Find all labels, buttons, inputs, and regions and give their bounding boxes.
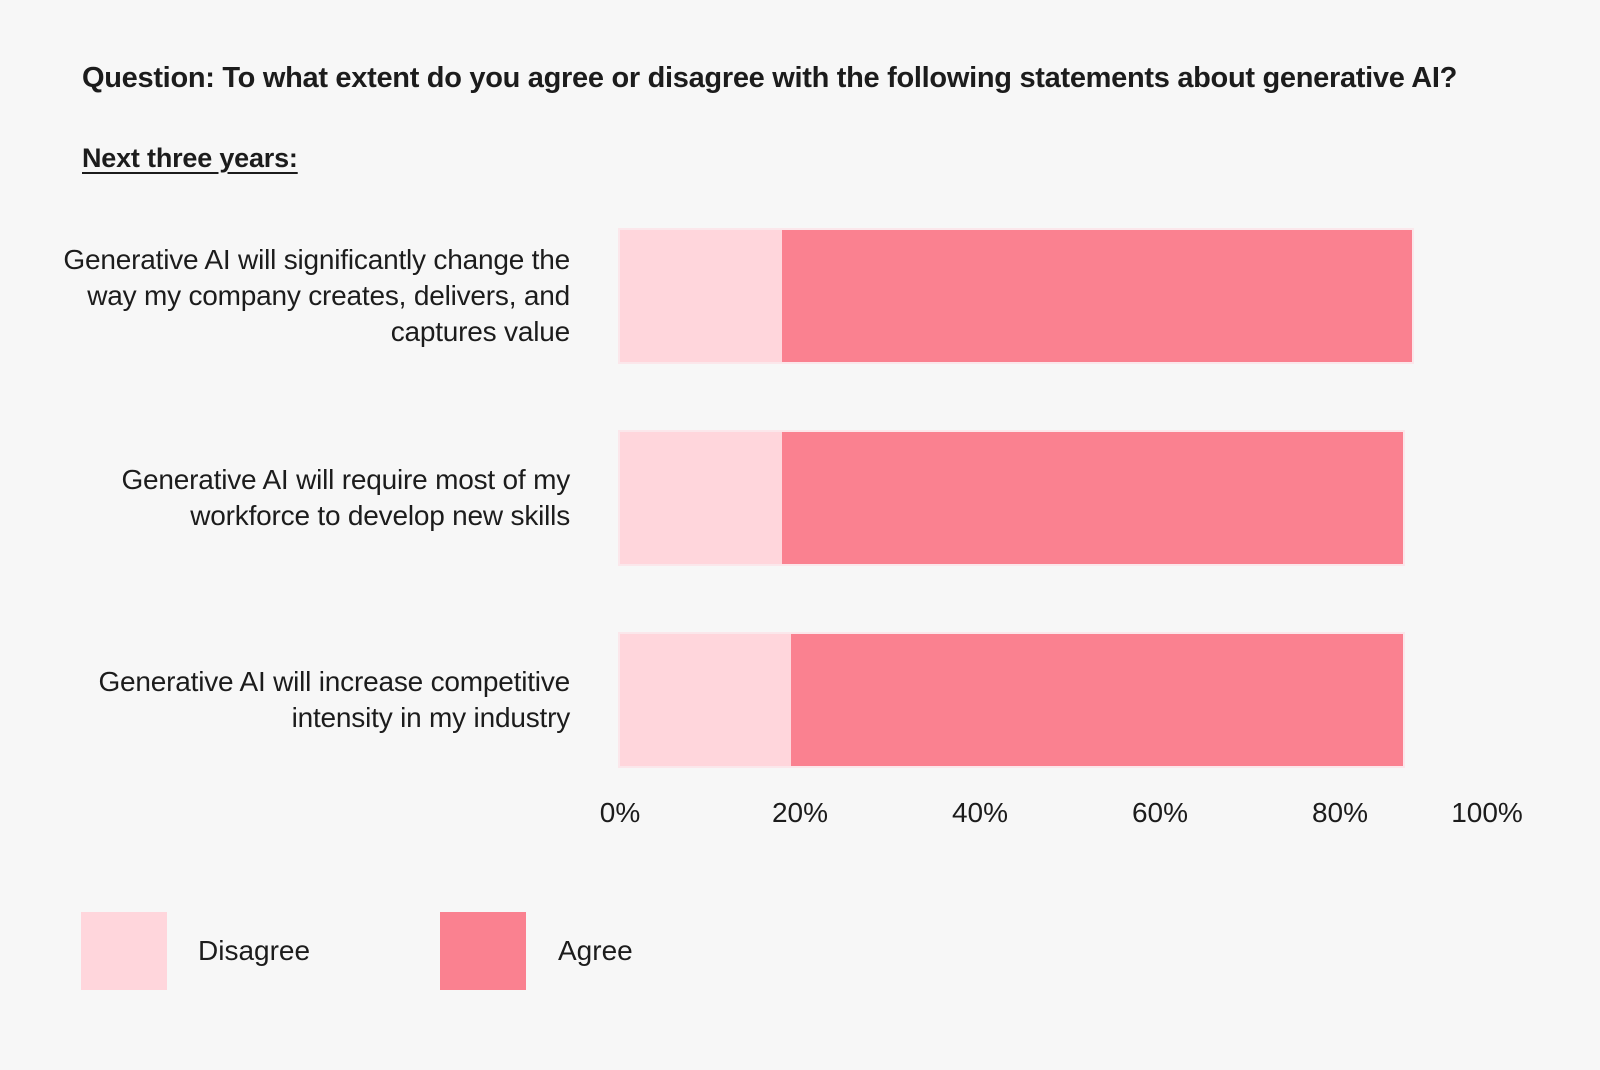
x-axis-tick-label: 100%: [1451, 797, 1523, 828]
stacked-bar: [618, 632, 1405, 768]
chart-question-title: Question: To what extent do you agree or…: [82, 62, 1458, 94]
x-axis-tick-label: 20%: [771, 797, 829, 828]
bar-segment-agree: [791, 634, 1403, 766]
chart-subtitle: Next three years:: [82, 143, 298, 173]
category-label: Generative AI will significantly change …: [63, 244, 570, 347]
legend-label-disagree: Disagree: [198, 935, 311, 966]
stacked-bar: [618, 430, 1405, 566]
category-label: Generative AI will require most of my wo…: [121, 464, 570, 531]
bar-segment-disagree: [620, 432, 782, 564]
bar-segment-agree: [782, 230, 1412, 362]
bar-row: Generative AI will require most of my wo…: [0, 430, 1600, 566]
legend: Disagree Agree: [0, 912, 1600, 992]
bar-segment-disagree: [620, 230, 782, 362]
x-axis-tick-label: 0%: [599, 797, 641, 828]
bar-segment-disagree: [620, 634, 791, 766]
x-axis: 0% 20% 40% 60% 80% 100%: [0, 793, 1600, 838]
x-axis-tick-label: 80%: [1311, 797, 1369, 828]
stacked-bar: [618, 228, 1414, 364]
legend-label-agree: Agree: [558, 935, 633, 966]
bar-rows: Generative AI will significantly change …: [0, 228, 1600, 775]
bar-row: Generative AI will significantly change …: [0, 228, 1600, 364]
bar-row: Generative AI will increase competitive …: [0, 632, 1600, 768]
bar-segment-agree: [782, 432, 1403, 564]
category-label: Generative AI will increase competitive …: [98, 666, 570, 733]
legend-swatch-disagree: [81, 912, 167, 990]
legend-swatch-agree: [440, 912, 526, 990]
x-axis-tick-label: 40%: [951, 797, 1009, 828]
x-axis-tick-label: 60%: [1131, 797, 1189, 828]
